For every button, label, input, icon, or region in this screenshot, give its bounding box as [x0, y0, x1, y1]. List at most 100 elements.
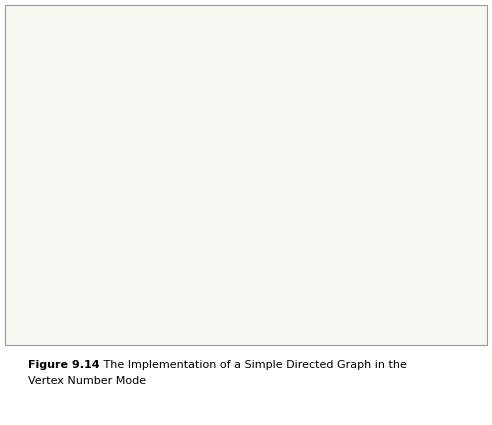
Text: 15.: 15.: [12, 161, 27, 170]
Text: ;: ;: [120, 150, 124, 159]
Text: 6.: 6.: [12, 64, 22, 73]
Text: 30.: 30.: [12, 321, 27, 330]
Text: int: int: [257, 171, 276, 180]
Text: 25.: 25.: [12, 268, 27, 277]
Text: insertVertex(: insertVertex(: [125, 107, 188, 116]
Text: return true: return true: [66, 150, 120, 159]
Text: 12.: 12.: [12, 128, 27, 137]
Text: (edge[vertexNumber][column] == 1): (edge[vertexNumber][column] == 1): [86, 289, 251, 298]
Text: 4.: 4.: [12, 43, 22, 52]
Text: // an edge found: // an edge found: [251, 289, 329, 298]
Text: 21.: 21.: [12, 225, 27, 234]
Text: public boolean: public boolean: [52, 171, 125, 180]
Text: // emanating from vertexNumber: // emanating from vertexNumber: [247, 268, 393, 277]
Text: Vertex Number Mode: Vertex Number Mode: [28, 376, 146, 386]
Text: public boolean: public boolean: [52, 107, 125, 116]
Text: (: (: [76, 278, 81, 287]
Text: class: class: [38, 11, 67, 20]
Text: 27.: 27.: [12, 289, 27, 298]
Text: // end insertEdge method: // end insertEdge method: [62, 225, 179, 234]
Text: The Implementation of a Simple Directed Graph in the: The Implementation of a Simple Directed …: [99, 360, 406, 370]
Text: int: int: [159, 268, 179, 277]
Text: for: for: [62, 278, 76, 287]
Text: return false: return false: [66, 128, 124, 137]
Text: // allocation of the vertex array: // allocation of the vertex array: [188, 64, 349, 73]
Text: 31.: 31.: [12, 332, 27, 341]
Text: 24.: 24.: [12, 257, 27, 266]
Text: if: if: [62, 118, 71, 127]
Text: int: int: [164, 235, 184, 244]
Text: || vertex[toVertex] ==: || vertex[toVertex] ==: [208, 182, 320, 191]
Text: n): n): [164, 54, 174, 62]
Text: (vertexNumber >= max): (vertexNumber >= max): [71, 118, 184, 127]
Text: // reference to the adjacency matrix array: // reference to the adjacency matrix arr…: [125, 32, 330, 41]
Text: int: int: [188, 107, 208, 116]
Text: ;: ;: [124, 128, 129, 137]
Text: 26.: 26.: [12, 278, 27, 287]
Text: }: }: [52, 161, 62, 170]
Text: 2.: 2.: [12, 21, 22, 30]
Text: int: int: [52, 32, 71, 41]
Text: 5.: 5.: [12, 54, 22, 62]
Text: new int: new int: [100, 75, 134, 84]
Text: ;: ;: [120, 214, 124, 223]
Text: 14.: 14.: [12, 150, 27, 159]
Text: showEdges(: showEdges(: [111, 268, 159, 277]
Text: vertex[vertexNumber] = newListing.deepCopy();  numberOfVertices++;: vertex[vertexNumber] = newListing.deepCo…: [66, 139, 388, 148]
Text: 20.: 20.: [12, 214, 27, 223]
Text: new: new: [106, 64, 125, 73]
Text: [n][n];: [n][n];: [134, 75, 188, 84]
Text: 7.: 7.: [12, 75, 22, 84]
Text: toVertex): toVertex): [276, 171, 320, 180]
Text: 16.: 16.: [12, 171, 27, 180]
Text: { System.out.println(vertex[vertexNumber]);: { System.out.println(vertex[vertexNumber…: [52, 246, 262, 255]
Text: }: }: [52, 225, 62, 234]
Text: ): ): [339, 182, 344, 191]
Text: System.out.println(vertexNumber + "," + column);: System.out.println(vertexNumber + "," + …: [80, 300, 314, 309]
Text: 22.: 22.: [12, 235, 27, 244]
Text: 29.: 29.: [12, 311, 27, 320]
Text: Listing vertex[];  // the reference to the vertex array: Listing vertex[]; // the reference to th…: [48, 21, 316, 30]
Text: 13.: 13.: [12, 139, 27, 148]
Text: 9.: 9.: [12, 96, 22, 105]
Text: if: if: [76, 289, 86, 298]
Text: SimpleGraph(: SimpleGraph(: [86, 54, 145, 62]
Text: }: }: [38, 332, 48, 341]
Text: vertexNumber): vertexNumber): [179, 268, 247, 277]
Text: // nonexistent vertex: // nonexistent vertex: [148, 193, 250, 202]
Text: 17.: 17.: [12, 182, 27, 191]
Text: edge[fromVertex][toVertex] = 1;: edge[fromVertex][toVertex] = 1;: [66, 204, 217, 212]
Text: SimpleGraph: SimpleGraph: [67, 11, 126, 20]
Text: 1.: 1.: [12, 11, 22, 20]
Text: insertEdge(: insertEdge(: [125, 171, 179, 180]
Text: if: if: [62, 182, 71, 191]
Text: int: int: [179, 171, 198, 180]
Text: int: int: [145, 54, 164, 62]
Text: 10.: 10.: [12, 107, 27, 116]
Text: { vertex =: { vertex =: [52, 64, 106, 73]
Text: null: null: [320, 182, 339, 191]
Text: {: {: [66, 289, 76, 298]
Text: 19.: 19.: [12, 204, 27, 212]
Text: null: null: [184, 182, 208, 191]
Text: {: {: [52, 118, 62, 127]
Text: (vertex[fromVertex] ==: (vertex[fromVertex] ==: [71, 182, 184, 191]
Text: return true: return true: [66, 214, 120, 223]
Text: edge[][];: edge[][];: [71, 32, 125, 41]
Text: } end showEdges method: } end showEdges method: [52, 321, 159, 330]
Text: // the graph is full: // the graph is full: [184, 118, 281, 127]
Text: 23.: 23.: [12, 246, 27, 255]
Text: // end of class SimpleGraph: // end of class SimpleGraph: [48, 332, 180, 341]
Text: fromVertex,: fromVertex,: [198, 171, 257, 180]
Text: column = 0; column < numberOfVertices; column++): column = 0; column < numberOfVertices; c…: [101, 278, 335, 287]
Text: return false: return false: [80, 193, 139, 202]
Text: max, numberOfVertices;: max, numberOfVertices;: [71, 43, 179, 52]
Text: public: public: [52, 54, 86, 62]
Text: public void: public void: [52, 268, 111, 277]
Text: ;: ;: [139, 193, 148, 202]
Text: // end showVertex method: // end showVertex method: [62, 257, 179, 266]
Text: int: int: [52, 43, 71, 52]
Text: {: {: [52, 278, 62, 287]
Text: 11.: 11.: [12, 118, 27, 127]
Text: 28.: 28.: [12, 300, 27, 309]
